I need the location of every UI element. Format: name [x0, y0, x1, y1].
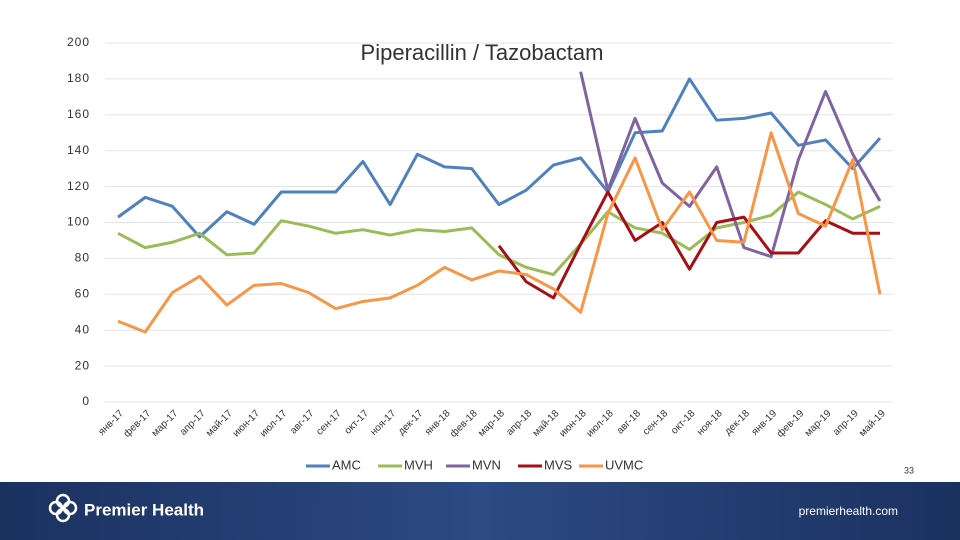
x-tick-label: май-17: [204, 408, 235, 439]
y-tick-label: 200: [67, 35, 90, 49]
footer-bar: [0, 482, 960, 540]
y-tick-label: 140: [67, 143, 90, 157]
x-tick-label: дек-18: [723, 408, 752, 437]
x-tick-label: ноя-18: [695, 408, 725, 438]
x-tick-label: мар-18: [476, 408, 507, 439]
y-tick-label: 160: [67, 107, 90, 121]
x-tick-label: июл-18: [585, 408, 617, 440]
y-tick-label: 180: [67, 71, 90, 85]
brand-name: Premier Health: [84, 500, 204, 519]
x-tick-label: мар-19: [803, 408, 834, 439]
series-line: [117, 77, 882, 239]
x-tick-label: мар-17: [150, 408, 181, 439]
series-line: [117, 190, 881, 277]
x-tick-label: июн-18: [557, 408, 588, 439]
x-tick-label: сен-17: [314, 408, 344, 438]
x-tick-label: фев-17: [121, 407, 154, 440]
x-tick-label: сен-18: [641, 408, 671, 438]
x-tick-label: апр-17: [178, 408, 208, 438]
legend-label: UVMC: [605, 457, 643, 472]
logo-icon: [48, 493, 78, 523]
y-tick-label: 0: [82, 394, 90, 408]
x-tick-label: фев-18: [448, 407, 481, 440]
x-tick-label: дек-17: [396, 408, 425, 437]
x-tick-label: авг-18: [615, 408, 644, 437]
x-tick-label: апр-19: [831, 408, 861, 438]
x-tick-label: авг-17: [288, 408, 317, 437]
y-tick-label: 120: [67, 179, 90, 193]
x-tick-label: фев-19: [774, 407, 807, 440]
y-tick-label: 40: [75, 322, 90, 336]
x-tick-label: май-19: [857, 408, 888, 439]
legend-label: MVS: [544, 457, 573, 472]
y-tick-label: 60: [75, 286, 90, 300]
chart-title: Piperacillin / Tazobactam: [361, 40, 604, 65]
legend-label: MVN: [472, 457, 501, 472]
legend-label: MVH: [404, 457, 433, 472]
y-tick-label: 80: [75, 251, 90, 265]
x-tick-label: ноя-17: [368, 408, 398, 438]
x-tick-label: окт-18: [669, 408, 698, 437]
x-tick-label: июн-17: [231, 408, 262, 439]
x-tick-label: июл-17: [258, 408, 290, 440]
series-line: [497, 190, 880, 300]
x-tick-label: май-18: [531, 408, 562, 439]
y-tick-label: 100: [67, 215, 90, 229]
brand-url: premierhealth.com: [799, 504, 898, 518]
slide-number: 33: [904, 465, 914, 475]
series-line: [579, 71, 882, 259]
legend-label: AMC: [332, 457, 361, 472]
y-tick-label: 20: [75, 358, 90, 372]
series-line: [117, 131, 882, 334]
x-tick-label: окт-17: [343, 408, 372, 437]
x-tick-label: апр-18: [505, 408, 535, 438]
